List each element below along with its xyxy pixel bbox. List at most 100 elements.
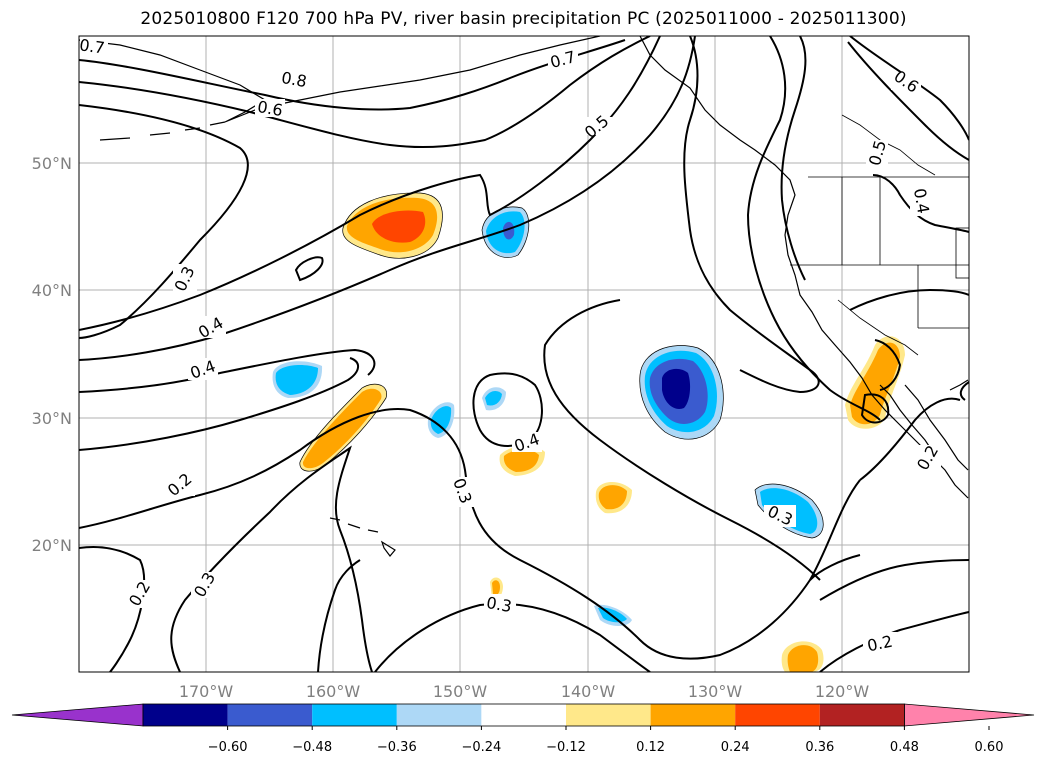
pv-contour (79, 348, 376, 393)
map-title: 2025010800 F120 700 hPa PV, river basin … (140, 9, 907, 29)
canada-interior-border (841, 114, 936, 176)
pv-contour (849, 36, 969, 141)
pv-contour (780, 36, 807, 281)
colorbar-segment (396, 704, 482, 726)
colorbar-extension-high (904, 703, 1035, 727)
pv-contour (317, 559, 361, 672)
pv-contour (294, 256, 324, 282)
north-america-coastline (639, 36, 969, 499)
pv-contour (860, 393, 890, 424)
lon-label: 150°W (433, 682, 488, 701)
pv-contour (849, 288, 969, 311)
political-borders (790, 114, 969, 356)
lon-label: 130°W (688, 682, 743, 701)
lat-label: 50°N (32, 154, 72, 173)
pv-contour (819, 611, 969, 672)
colorbar-tick-label: −0.48 (292, 740, 332, 755)
pv-contour (859, 397, 961, 481)
pv-contours (79, 36, 969, 672)
negative-anomaly-blob (485, 390, 502, 406)
contour-label: 0.2 (865, 632, 894, 656)
mexico-coast (949, 379, 969, 391)
pv-contour (959, 381, 969, 401)
pv-contour (79, 36, 651, 149)
lat-label: 20°N (32, 536, 72, 555)
pv-contour (874, 339, 902, 391)
positive-anomaly-blob (492, 580, 500, 596)
aleutian-islands (99, 121, 226, 141)
negative-anomaly-blob (503, 221, 515, 240)
contour-label: 0.7 (78, 35, 106, 57)
colorbar-segment (819, 704, 905, 726)
colorbar-tick-label: −0.36 (377, 740, 417, 755)
contour-label-halo (582, 117, 612, 135)
anomaly-outline (342, 192, 443, 259)
contour-label-halo (915, 445, 941, 473)
contour-label-halo (484, 594, 516, 614)
lat-label: 40°N (32, 281, 72, 300)
colorbar-segment (481, 704, 566, 726)
contour-label-halo (191, 572, 219, 598)
lon-label: 160°W (306, 682, 361, 701)
positive-anomaly-blob (850, 342, 900, 425)
pv-contour (79, 39, 626, 111)
contour-label: 0.3 (485, 593, 513, 616)
contour-label: 0.4 (910, 187, 933, 215)
negative-anomaly-blob (275, 365, 318, 395)
positive-anomaly-blob (372, 210, 426, 243)
colorbar-tick-label: 0.48 (890, 740, 919, 755)
colorbar-tick-label: 0.12 (636, 740, 665, 755)
contour-label-halo (910, 190, 932, 216)
lat-label: 30°N (32, 409, 72, 428)
contour-label: 0.6 (256, 97, 284, 120)
contour-label-halo (450, 477, 474, 507)
contour-label-halo (80, 36, 108, 54)
negative-anomaly-blob (662, 368, 691, 409)
graticule (79, 36, 969, 672)
anomaly-outline (639, 345, 724, 440)
latitude-labels: 50°N 40°N 30°N 20°N (32, 154, 72, 555)
contour-label-halo (866, 140, 888, 168)
colorbar-tick-label: −0.24 (461, 740, 501, 755)
pv-contour (819, 559, 969, 601)
hawaiian-islands (329, 517, 396, 557)
pv-contour (543, 299, 821, 581)
anomaly-outline (299, 383, 387, 472)
colorbar-tick-label: −0.12 (546, 740, 586, 755)
contour-label-halo (126, 580, 154, 608)
colorbar-tick-label: 0.60 (975, 740, 1004, 755)
colorbar-border (142, 703, 905, 727)
pv-contour (374, 602, 651, 672)
contour-label-halo (764, 505, 796, 527)
gulf-of-california-coast (904, 384, 969, 471)
colorbar-tick-label: 0.24 (721, 740, 750, 755)
colorbar-ticks: −0.60 −0.48 −0.36 −0.24 −0.12 0.12 0.24 0.36 0.4… (208, 726, 1004, 755)
contour-label-halo (188, 358, 218, 380)
pv-contour (79, 36, 661, 331)
negative-anomaly-blob (430, 406, 452, 434)
pv-contour (79, 357, 359, 451)
contour-label-halo (512, 432, 542, 452)
pv-contour (683, 36, 820, 394)
lon-label: 170°W (179, 682, 234, 701)
us-mexico-border (837, 299, 919, 356)
positive-anomaly-blob (598, 485, 627, 510)
colorbar-segment (650, 704, 736, 726)
contour-label-halo (165, 472, 195, 496)
pv-contour (79, 36, 696, 361)
positive-anomaly-blob (503, 449, 539, 472)
pv-contour (847, 41, 969, 161)
colorbar-segment (566, 704, 651, 726)
contour-label: 0.8 (280, 68, 308, 91)
positive-anomaly-blob (787, 645, 819, 672)
lon-label: 140°W (561, 682, 616, 701)
contour-label-halo (196, 316, 226, 338)
pv-contour (79, 104, 249, 339)
map-frame (78, 35, 970, 673)
contour-label-halo (548, 50, 578, 68)
pv-contour (79, 408, 861, 660)
contour-label-halo (173, 264, 197, 294)
contour-label-halo (279, 70, 309, 88)
colorbar-segment (143, 704, 228, 726)
